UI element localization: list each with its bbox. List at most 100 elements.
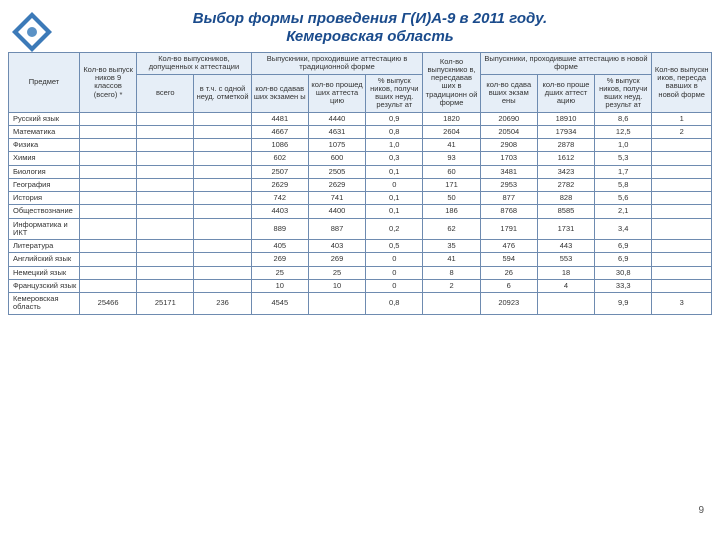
th-new-group: Выпускники, проходившие аттестацию в нов…	[480, 53, 652, 75]
cell: 5,3	[595, 152, 652, 165]
cell	[79, 165, 136, 178]
cell-subject: Химия	[9, 152, 80, 165]
cell: 10	[251, 279, 308, 292]
cell: 41	[423, 253, 480, 266]
cell	[652, 266, 712, 279]
cell: 443	[537, 240, 594, 253]
cell	[79, 192, 136, 205]
th-trad-group: Выпускники, проходившие аттестацию в тра…	[251, 53, 423, 75]
cell	[194, 112, 251, 125]
cell	[137, 165, 194, 178]
cell: 4631	[308, 125, 365, 138]
cell: 0,5	[366, 240, 423, 253]
th-admitted-total: всего	[137, 74, 194, 112]
cell: 2629	[308, 178, 365, 191]
cell: 553	[537, 253, 594, 266]
cell	[652, 178, 712, 191]
cell	[79, 266, 136, 279]
cell	[194, 139, 251, 152]
cell: 4440	[308, 112, 365, 125]
cell-subject: Информатика и ИКТ	[9, 218, 80, 240]
cell: 4667	[251, 125, 308, 138]
cell: 0,1	[366, 205, 423, 218]
cell: 476	[480, 240, 537, 253]
cell-subject: Русский язык	[9, 112, 80, 125]
cell: 269	[251, 253, 308, 266]
cell	[652, 253, 712, 266]
cell: 1	[652, 112, 712, 125]
th-subject: Предмет	[9, 53, 80, 113]
th-new-pct: % выпуск ников, получи вших неуд. резуль…	[595, 74, 652, 112]
cell: 0,8	[366, 293, 423, 315]
cell: 3481	[480, 165, 537, 178]
cell: 93	[423, 152, 480, 165]
cell-subject: Немецкий язык	[9, 266, 80, 279]
cell: 1703	[480, 152, 537, 165]
cell	[79, 139, 136, 152]
cell: 2	[652, 125, 712, 138]
cell: 8,6	[595, 112, 652, 125]
cell-subject: География	[9, 178, 80, 191]
page-number: 9	[698, 505, 704, 516]
cell-subject: Французский язык	[9, 279, 80, 292]
cell: 269	[308, 253, 365, 266]
cell: 602	[251, 152, 308, 165]
cell: 17934	[537, 125, 594, 138]
th-new-passed: кол-во сдава вших экзам ены	[480, 74, 537, 112]
cell: 1820	[423, 112, 480, 125]
cell: 8	[423, 266, 480, 279]
th-transferred: Кол-во выпускнико в, пересдавав ших в тр…	[423, 53, 480, 113]
cell	[79, 218, 136, 240]
cell	[137, 240, 194, 253]
cell: 35	[423, 240, 480, 253]
table-row: Информатика и ИКТ8898870,262179117313,4	[9, 218, 712, 240]
cell: 2505	[308, 165, 365, 178]
cell: 0	[366, 253, 423, 266]
cell: 0,2	[366, 218, 423, 240]
cell: 828	[537, 192, 594, 205]
cell	[194, 218, 251, 240]
cell	[194, 165, 251, 178]
cell: 50	[423, 192, 480, 205]
cell: 2507	[251, 165, 308, 178]
table-row: История7427410,1508778285,6	[9, 192, 712, 205]
cell: 3,4	[595, 218, 652, 240]
cell-subject: Физика	[9, 139, 80, 152]
table-row: Физика108610751,041290828781,0	[9, 139, 712, 152]
cell	[652, 152, 712, 165]
cell: 6,9	[595, 253, 652, 266]
table-row: География262926290171295327825,8	[9, 178, 712, 191]
cell: 0,9	[366, 112, 423, 125]
cell-subject: Обществознание	[9, 205, 80, 218]
page-title: Выбор формы проведения Г(И)А-9 в 2011 го…	[0, 0, 720, 50]
cell-subject: История	[9, 192, 80, 205]
cell: 6,9	[595, 240, 652, 253]
cell: 8768	[480, 205, 537, 218]
cell-subject: Английский язык	[9, 253, 80, 266]
cell: 8585	[537, 205, 594, 218]
cell: 1075	[308, 139, 365, 152]
cell: 403	[308, 240, 365, 253]
cell: 1086	[251, 139, 308, 152]
th-new-attested: кол-во проше дших аттест ацию	[537, 74, 594, 112]
cell: 0,1	[366, 192, 423, 205]
cell: 18	[537, 266, 594, 279]
cell: 2629	[251, 178, 308, 191]
cell	[194, 240, 251, 253]
cell: 62	[423, 218, 480, 240]
title-line1: Выбор формы проведения Г(И)А-9 в 2011 го…	[193, 10, 547, 27]
cell: 741	[308, 192, 365, 205]
table-row-total: Кемеровская область254662517123645450,82…	[9, 293, 712, 315]
cell: 1731	[537, 218, 594, 240]
cell: 171	[423, 178, 480, 191]
data-table: Предмет Кол-во выпуск ников 9 классов (в…	[8, 52, 712, 315]
cell: 1,0	[366, 139, 423, 152]
cell	[652, 279, 712, 292]
cell: 4545	[251, 293, 308, 315]
cell: 5,8	[595, 178, 652, 191]
table-row: Французский язык1010026433,3	[9, 279, 712, 292]
cell	[652, 240, 712, 253]
cell	[652, 165, 712, 178]
cell	[652, 139, 712, 152]
cell: 877	[480, 192, 537, 205]
